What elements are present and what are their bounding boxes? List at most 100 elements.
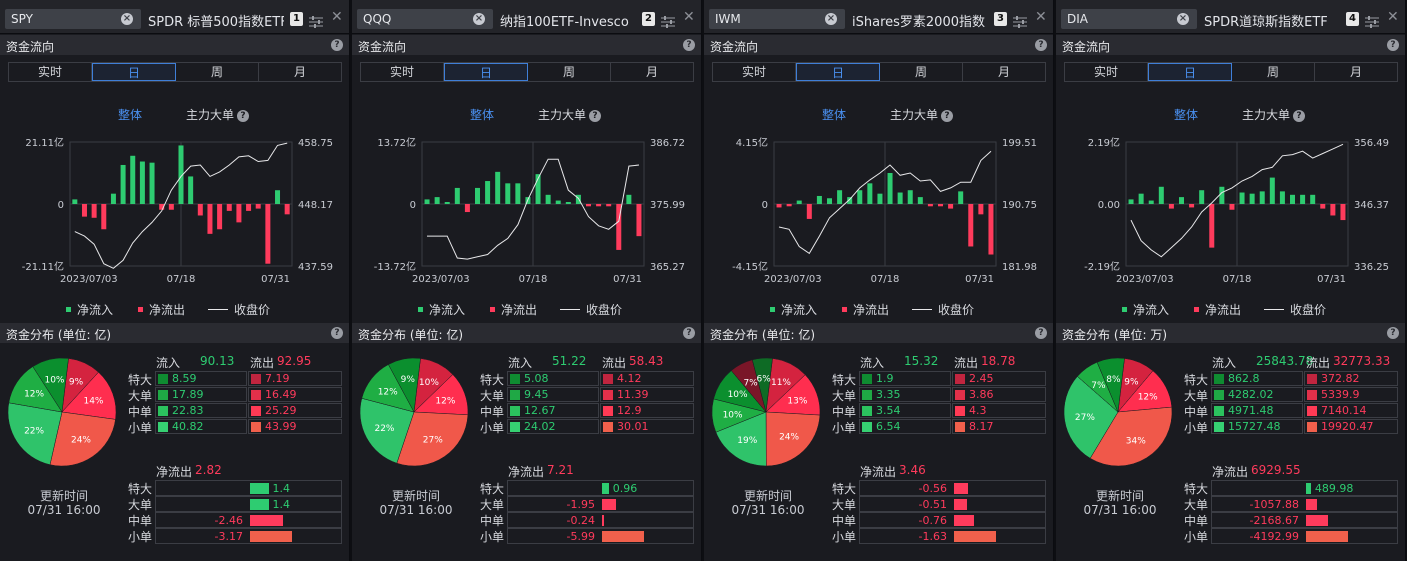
pie-label: 27% xyxy=(1075,413,1095,423)
tab-realtime[interactable]: 实时 xyxy=(713,63,796,81)
inflow-swatch xyxy=(158,406,168,416)
tab-month[interactable]: 月 xyxy=(645,65,658,79)
help-icon[interactable]: ? xyxy=(1035,39,1047,51)
subtab-overall[interactable]: 整体 xyxy=(1174,108,1199,122)
pie-label: 12% xyxy=(378,387,398,397)
net-bar xyxy=(954,483,969,494)
tab-week[interactable]: 周 xyxy=(880,63,963,81)
outflow-value: 12.9 xyxy=(617,404,642,417)
subtab-main-large[interactable]: 主力大单? xyxy=(1242,106,1306,123)
help-icon[interactable]: ? xyxy=(1293,110,1306,122)
help-icon[interactable]: ? xyxy=(589,110,602,122)
net-row: 1.4 xyxy=(155,480,342,496)
net-value: -3.17 xyxy=(214,530,243,543)
settings-icon[interactable] xyxy=(309,13,323,28)
outflow-swatch xyxy=(251,390,261,400)
close-icon[interactable]: ✕ xyxy=(1387,9,1399,25)
inflow-swatch xyxy=(862,422,872,432)
pie-label: 12% xyxy=(1138,393,1158,403)
subtab-main-large[interactable]: 主力大单? xyxy=(890,106,954,123)
pie-slice xyxy=(7,402,63,465)
distribution-title: 资金分布 (单位: 亿) xyxy=(710,328,816,342)
inflow-label: 流入 xyxy=(860,356,885,370)
net-row-label: 特大 xyxy=(832,482,857,496)
outflow-cell: 30.01 xyxy=(600,419,694,434)
flow-bar xyxy=(91,204,97,218)
subtab-overall[interactable]: 整体 xyxy=(470,108,495,122)
close-icon[interactable]: ✕ xyxy=(1035,9,1047,25)
outflow-value: 372.82 xyxy=(1321,372,1360,385)
help-icon[interactable]: ? xyxy=(1387,39,1399,51)
outflow-value: 7.19 xyxy=(265,372,290,385)
outflow-value: 16.49 xyxy=(265,388,297,401)
help-icon[interactable]: ? xyxy=(683,327,695,339)
help-icon[interactable]: ? xyxy=(683,39,695,51)
tab-day[interactable]: 日 xyxy=(444,63,528,81)
settings-icon[interactable] xyxy=(1013,13,1027,28)
tab-day[interactable]: 日 xyxy=(92,63,176,81)
update-label: 更新时间 xyxy=(391,489,440,503)
subtab-main-large[interactable]: 主力大单? xyxy=(186,106,250,123)
tab-realtime[interactable]: 实时 xyxy=(9,63,92,81)
help-icon[interactable]: ? xyxy=(331,327,343,339)
ticker-input[interactable]: SPY xyxy=(5,9,141,29)
flow-bar xyxy=(434,197,440,204)
close-icon[interactable]: ✕ xyxy=(683,9,695,25)
tab-month[interactable]: 月 xyxy=(293,65,306,79)
row-label: 大单 xyxy=(480,389,505,403)
help-icon[interactable]: ? xyxy=(1387,327,1399,339)
tab-month[interactable]: 月 xyxy=(1349,65,1362,79)
ticker-input[interactable]: IWM xyxy=(709,9,845,29)
pie-label: 10% xyxy=(419,378,439,388)
legend-outflow: 净流出 xyxy=(842,301,889,318)
tab-day[interactable]: 日 xyxy=(1148,63,1232,81)
legend-outflow: 净流出 xyxy=(490,301,537,318)
tab-realtime[interactable]: 实时 xyxy=(361,63,444,81)
legend-inflow: 净流入 xyxy=(1122,301,1169,318)
tab-month[interactable]: 月 xyxy=(997,65,1010,79)
help-icon[interactable]: ? xyxy=(1035,327,1047,339)
legend-inflow: 净流入 xyxy=(770,301,817,318)
outflow-swatch xyxy=(603,390,613,400)
legend-close: 收盘价 xyxy=(560,301,622,318)
tab-week[interactable]: 周 xyxy=(528,63,611,81)
tab-week[interactable]: 周 xyxy=(176,63,259,81)
legend-outflow-label: 净流出 xyxy=(149,303,186,317)
clear-icon[interactable]: × xyxy=(473,13,485,25)
net-row: -3.17 xyxy=(155,528,342,544)
row-label: 中单 xyxy=(128,405,153,419)
legend-close: 收盘价 xyxy=(912,301,974,318)
tab-day[interactable]: 日 xyxy=(796,63,880,81)
outflow-cell: 4.3 xyxy=(952,403,1046,418)
close-icon[interactable]: ✕ xyxy=(331,9,343,25)
help-icon[interactable]: ? xyxy=(237,110,250,122)
outflow-cell: 2.45 xyxy=(952,371,1046,386)
flow-bar xyxy=(586,204,591,207)
ticker-input[interactable]: DIA xyxy=(1061,9,1197,29)
clear-icon[interactable]: × xyxy=(825,13,837,25)
tab-week[interactable]: 周 xyxy=(1232,63,1315,81)
pie-label: 10% xyxy=(44,375,64,385)
clear-icon[interactable]: × xyxy=(1177,13,1189,25)
inflow-label: 流入 xyxy=(1212,356,1237,370)
settings-icon[interactable] xyxy=(661,13,675,28)
outflow-cell: 19920.47 xyxy=(1304,419,1398,434)
subtab-main-large[interactable]: 主力大单? xyxy=(538,106,602,123)
outflow-total: 32773.33 xyxy=(1333,354,1391,368)
net-row-label: 特大 xyxy=(1184,482,1209,496)
clear-icon[interactable]: × xyxy=(121,13,133,25)
row-label: 小单 xyxy=(480,421,505,435)
subtab-overall[interactable]: 整体 xyxy=(822,108,847,122)
help-icon[interactable]: ? xyxy=(941,110,954,122)
update-label: 更新时间 xyxy=(39,489,88,503)
inflow-swatch xyxy=(862,374,872,384)
ticker-input[interactable]: QQQ xyxy=(357,9,493,29)
subtab-overall[interactable]: 整体 xyxy=(118,108,143,122)
help-icon[interactable]: ? xyxy=(331,39,343,51)
net-bar xyxy=(954,499,968,510)
settings-icon[interactable] xyxy=(1365,13,1379,28)
flow-bar xyxy=(786,204,792,207)
legend-close-label: 收盘价 xyxy=(234,303,271,317)
tab-realtime[interactable]: 实时 xyxy=(1065,63,1148,81)
net-value: -0.24 xyxy=(566,514,595,527)
